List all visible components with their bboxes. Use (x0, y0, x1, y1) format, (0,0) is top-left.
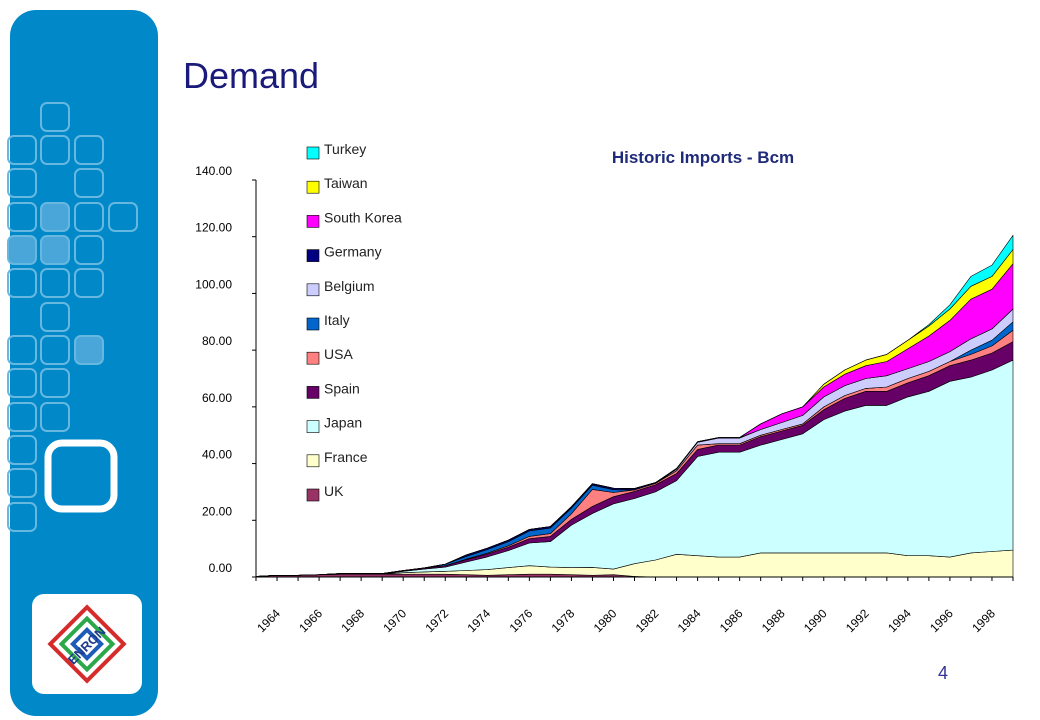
y-tick-label: 100.00 (195, 277, 232, 291)
x-tick-label: 1994 (885, 606, 914, 635)
page-number: 4 (938, 663, 949, 683)
legend-swatch-uk (306, 488, 320, 502)
area-turkey (255, 235, 1014, 577)
legend-label: Spain (324, 380, 360, 396)
legend-label: USA (324, 346, 353, 362)
decorative-tile-grid (7, 102, 138, 532)
y-tick-label: 80.00 (202, 334, 232, 348)
legend-swatch-italy (306, 317, 320, 331)
imports-area-chart: Historic Imports - Bcm 0.00 20.00 40.00 60.… (195, 141, 1014, 635)
x-tick-label: 1996 (927, 606, 956, 635)
legend-label: France (324, 449, 368, 465)
y-tick-label: 0.00 (209, 561, 233, 575)
chart-title: Historic Imports - Bcm (612, 148, 794, 167)
enron-logo-icon (47, 604, 127, 684)
logo-box (32, 594, 142, 694)
chart-legend: Turkey Taiwan South Korea Germany Belgium Ita… (306, 141, 402, 502)
legend-label: Taiwan (324, 175, 368, 191)
legend-swatch-spain (306, 386, 320, 399)
x-tick-label: 1976 (507, 606, 536, 635)
y-tick-label: 120.00 (195, 221, 232, 235)
x-tick-label: 1990 (801, 606, 830, 635)
x-tick-label: 1968 (338, 606, 367, 635)
legend-label: UK (324, 483, 344, 499)
legend-swatch-turkey (306, 146, 320, 160)
x-tick-label: 1964 (254, 606, 283, 635)
x-tick-label: 1970 (380, 606, 409, 635)
x-tick-label: 1980 (591, 606, 620, 635)
legend-swatch-south-korea (306, 215, 320, 228)
y-tick-label: 20.00 (202, 504, 232, 518)
legend-label: Turkey (324, 141, 366, 157)
legend-label: Germany (324, 244, 382, 260)
side-decoration-panel: ENRON (7, 10, 158, 716)
x-tick-label: 1966 (296, 606, 325, 635)
legend-label: Belgium (324, 278, 375, 294)
legend-label: Japan (324, 415, 362, 431)
y-tick-label: 140.00 (195, 164, 232, 178)
x-tick-label: 1988 (759, 606, 788, 635)
legend-swatch-japan (306, 420, 320, 433)
x-tick-label: 1978 (549, 606, 578, 635)
page-title: Demand (183, 55, 320, 96)
legend-label: South Korea (324, 209, 402, 225)
x-tick-label: 1984 (675, 606, 704, 635)
legend-swatch-germany (306, 249, 320, 262)
x-tick-label: 1986 (717, 606, 746, 635)
x-tick-label: 1974 (464, 606, 493, 635)
y-tick-label: 60.00 (202, 391, 232, 405)
legend-swatch-france (306, 454, 320, 468)
decorative-large-tile (44, 439, 118, 513)
x-tick-label: 1982 (633, 606, 662, 635)
x-tick-label: 1998 (969, 606, 998, 635)
x-tick-label: 1972 (422, 606, 451, 635)
chart-areas (255, 235, 1014, 578)
legend-swatch-belgium (306, 283, 320, 297)
x-tick-label: 1992 (843, 606, 872, 635)
legend-label: Italy (324, 312, 350, 328)
legend-swatch-usa (306, 351, 320, 365)
legend-swatch-taiwan (306, 180, 320, 194)
y-tick-label: 40.00 (202, 448, 232, 462)
